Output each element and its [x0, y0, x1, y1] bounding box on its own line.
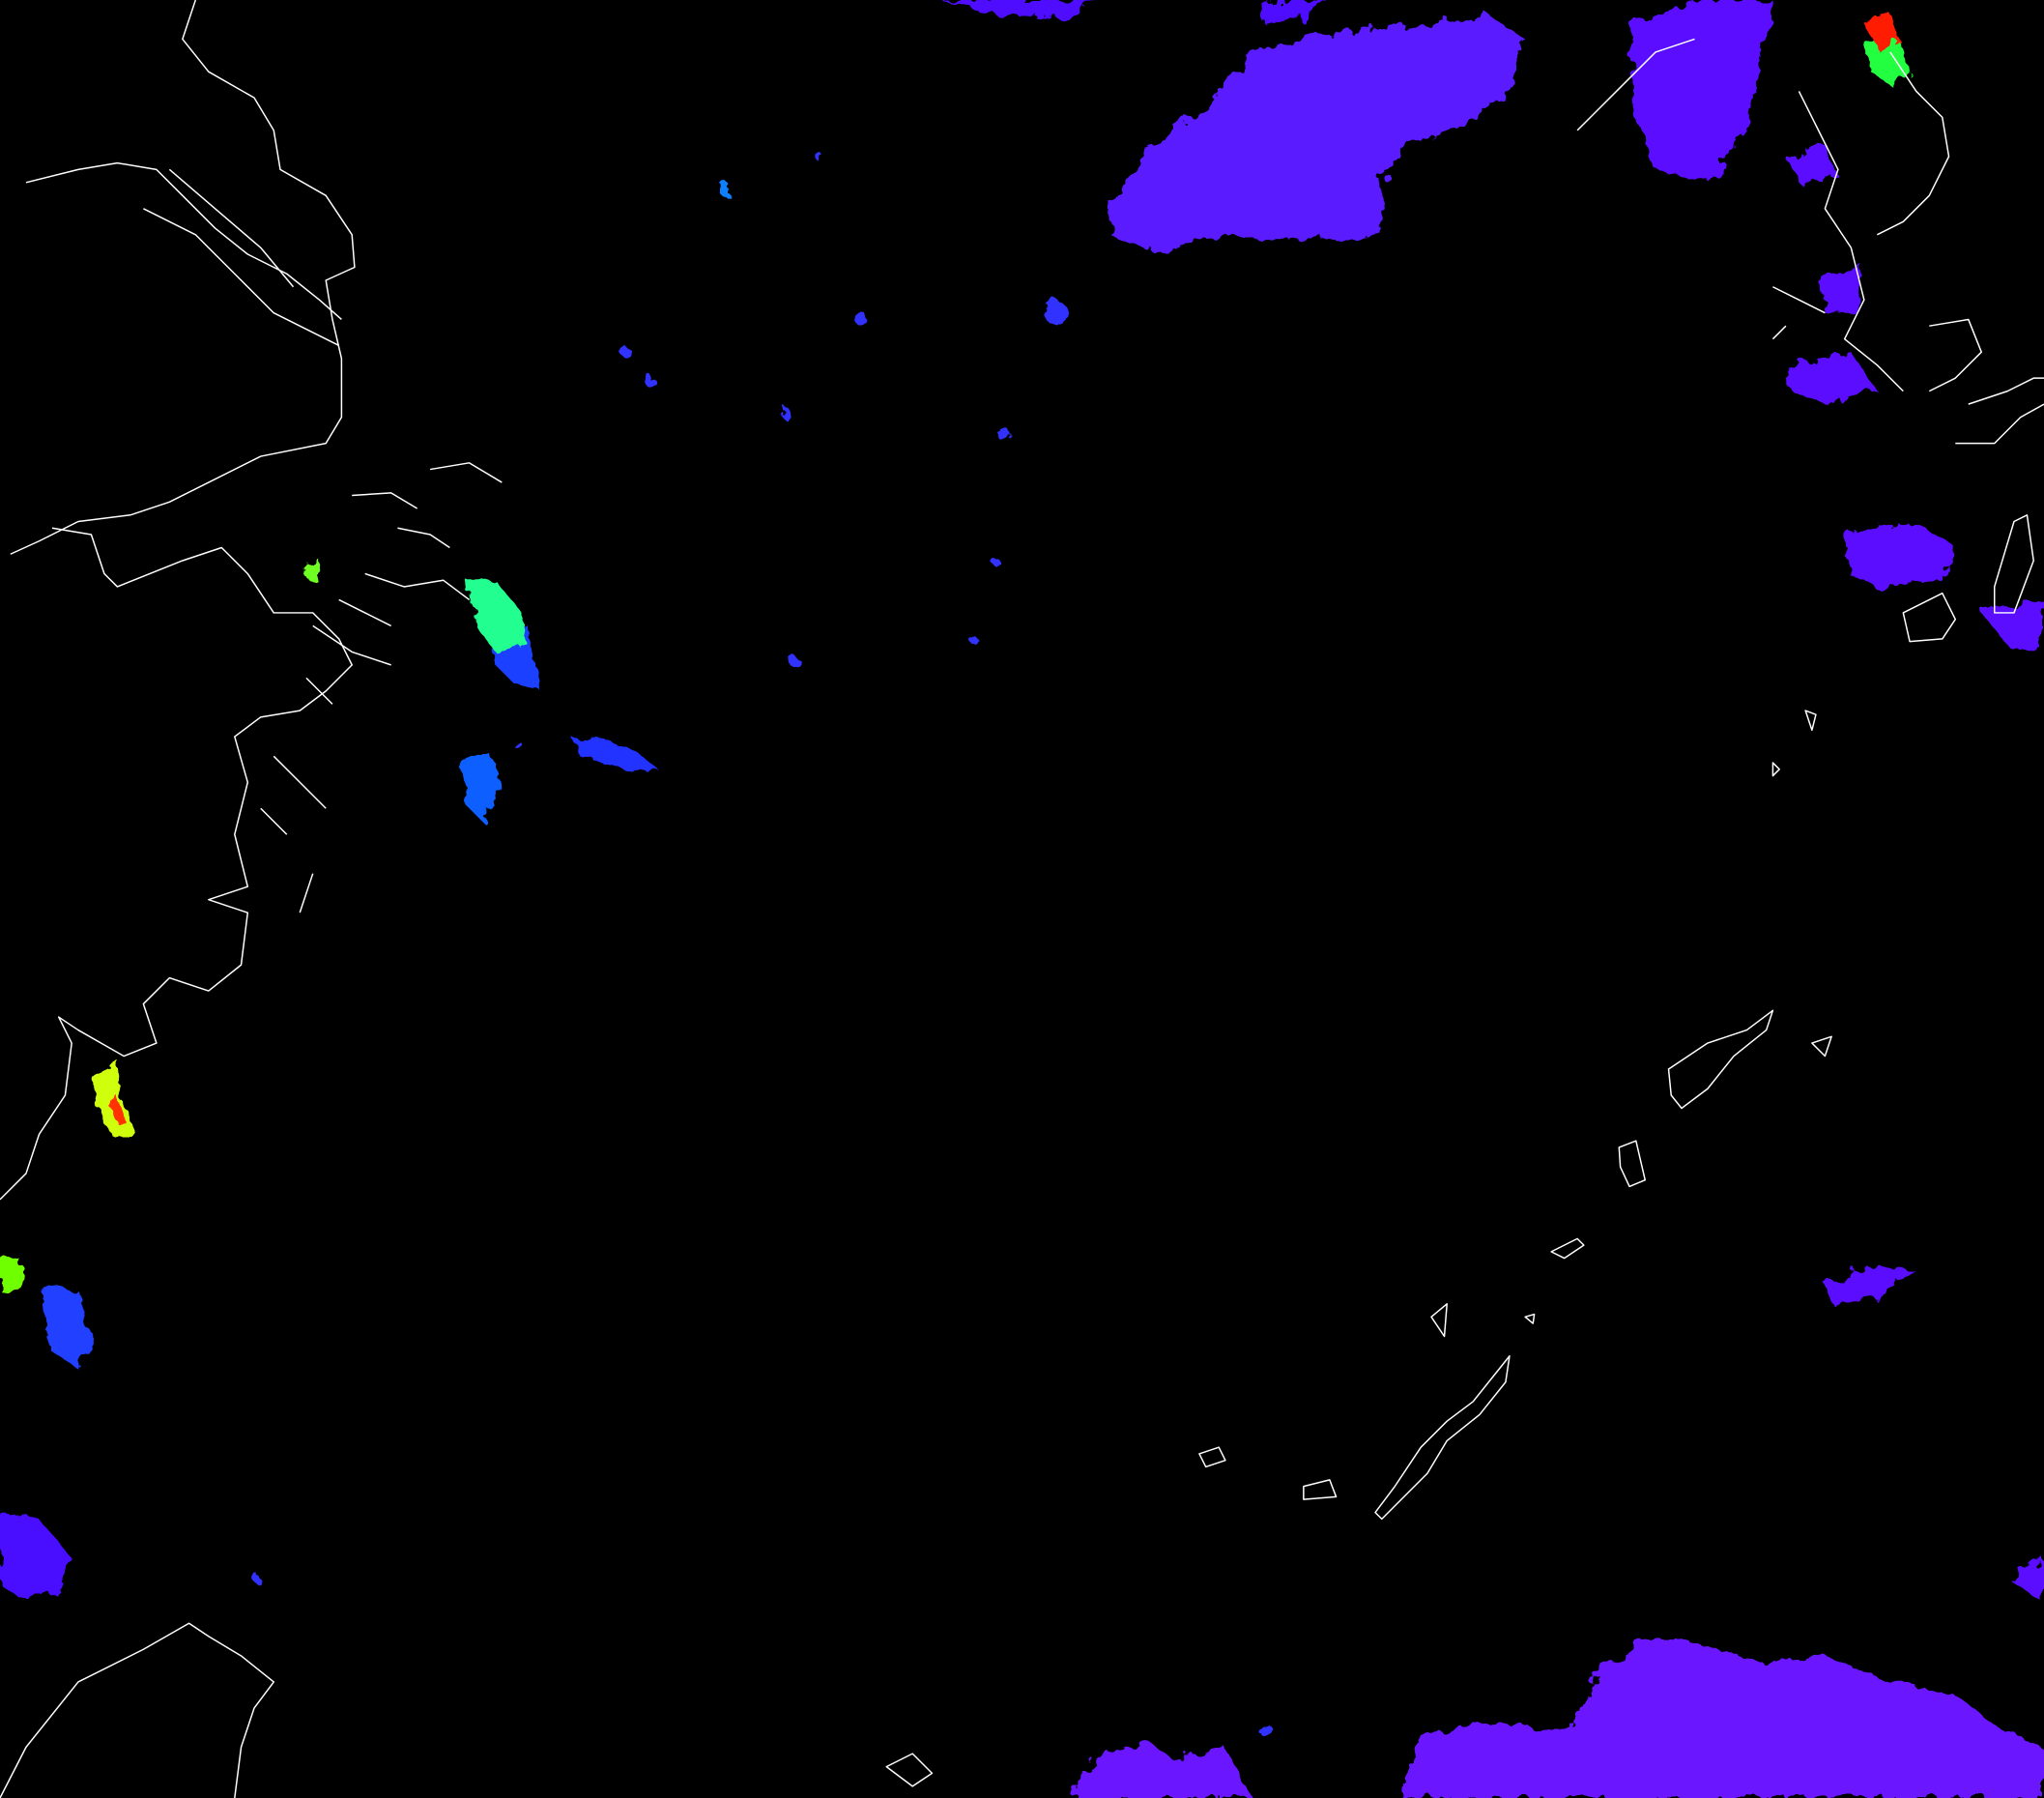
cloud-cell-offshore-blue-2: [462, 756, 503, 822]
cloud-region-northeast-2: [1785, 143, 1838, 183]
cloud-cell-southwest-blue: [42, 1284, 92, 1370]
cloud-region-east-5: [1825, 1264, 1916, 1304]
coastline-kyushu: [1576, 38, 1950, 392]
cloud-region-north: [1108, 13, 1526, 250]
coastline-zhoushan-islands: [260, 462, 503, 914]
coastline-taiwan: [0, 1622, 275, 1798]
coastline-okinoerabu: [1550, 1237, 1585, 1260]
coastline-tokunoshima: [1618, 1140, 1646, 1188]
cloud-cell-fujian-yellow: [91, 1062, 137, 1135]
coastline-shikoku-east: [1928, 318, 2044, 445]
coastline-yakushima: [1902, 592, 1957, 643]
coastline-yangtze-estuary: [25, 161, 342, 347]
cloud-region-north-top2: [1257, 0, 1330, 24]
coastline-amami-oshima: [1667, 1009, 1774, 1110]
cloud-region-south-3: [2007, 1557, 2044, 1605]
cloud-region-southwest: [0, 1512, 72, 1598]
cloud-cell-southwest-green: [0, 1258, 24, 1291]
cloud-cell-offshore-blue-1: [570, 737, 659, 769]
coastline-okinawa: [1374, 1355, 1511, 1521]
cloud-region-northeast: [1629, 0, 1773, 183]
cloud-region-south: [1401, 1636, 2044, 1798]
cloud-region-south-2: [1069, 1740, 1252, 1798]
hotspot-northeast-core: [1861, 13, 1901, 50]
cloud-region-east-3: [1844, 521, 1956, 587]
cloud-region-east-1: [1785, 352, 1878, 405]
cloud-region-east-2: [1818, 267, 1864, 313]
scattered-cloud-cells: [254, 155, 1274, 1738]
coastline-small-islands: [885, 710, 1832, 1787]
cloud-region-north-top: [938, 0, 1096, 20]
cloud-cell-coastal-green: [466, 580, 529, 652]
coastline-tanegashima: [1994, 514, 2034, 614]
cloud-cell-fujian-red: [110, 1097, 126, 1121]
coastline-mainland-china: [0, 0, 356, 1201]
cloud-cell-small-green: [307, 560, 321, 582]
